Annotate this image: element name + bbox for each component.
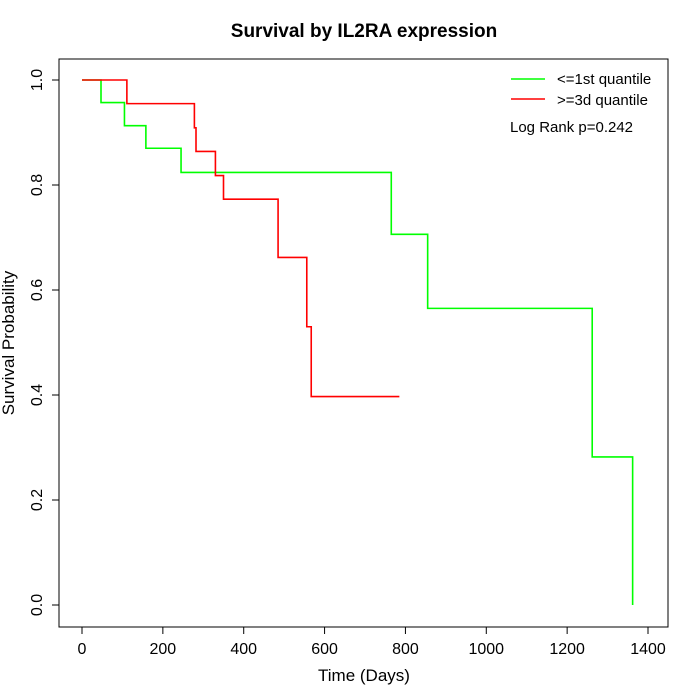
log-rank-annotation: Log Rank p=0.242 xyxy=(510,119,633,136)
x-tick-label: 400 xyxy=(230,641,257,658)
x-tick-label: 0 xyxy=(78,641,87,658)
y-tick-label: 0.4 xyxy=(29,384,46,406)
legend-label-high: >=3d quantile xyxy=(557,92,648,109)
y-tick-label: 0.2 xyxy=(29,489,46,511)
y-tick-label: 0.0 xyxy=(29,594,46,616)
chart-title: Survival by IL2RA expression xyxy=(231,21,497,42)
series-layer xyxy=(82,79,634,605)
legend-label-low: <=1st quantile xyxy=(557,71,651,88)
x-tick-label: 600 xyxy=(311,641,338,658)
legend: <=1st quantile >=3d quantile xyxy=(511,71,651,109)
y-tick-label: 1.0 xyxy=(29,69,46,91)
y-axis: 0.0 0.2 0.4 0.6 0.8 1.0 xyxy=(29,69,60,616)
x-tick-label: 200 xyxy=(150,641,177,658)
survival-curve-high xyxy=(82,79,400,398)
plot-frame xyxy=(58,58,669,628)
y-tick-label: 0.8 xyxy=(29,174,46,196)
x-axis-label: Time (Days) xyxy=(318,666,410,685)
x-axis: 0 200 400 600 800 1000 1200 1400 xyxy=(78,626,666,658)
x-tick-label: 1000 xyxy=(468,641,504,658)
x-tick-label: 1200 xyxy=(549,641,585,658)
x-tick-label: 1400 xyxy=(630,641,666,658)
y-tick-label: 0.6 xyxy=(29,279,46,301)
survival-curve-low xyxy=(82,79,634,605)
y-axis-label: Survival Probability xyxy=(0,270,18,415)
x-tick-label: 800 xyxy=(392,641,419,658)
